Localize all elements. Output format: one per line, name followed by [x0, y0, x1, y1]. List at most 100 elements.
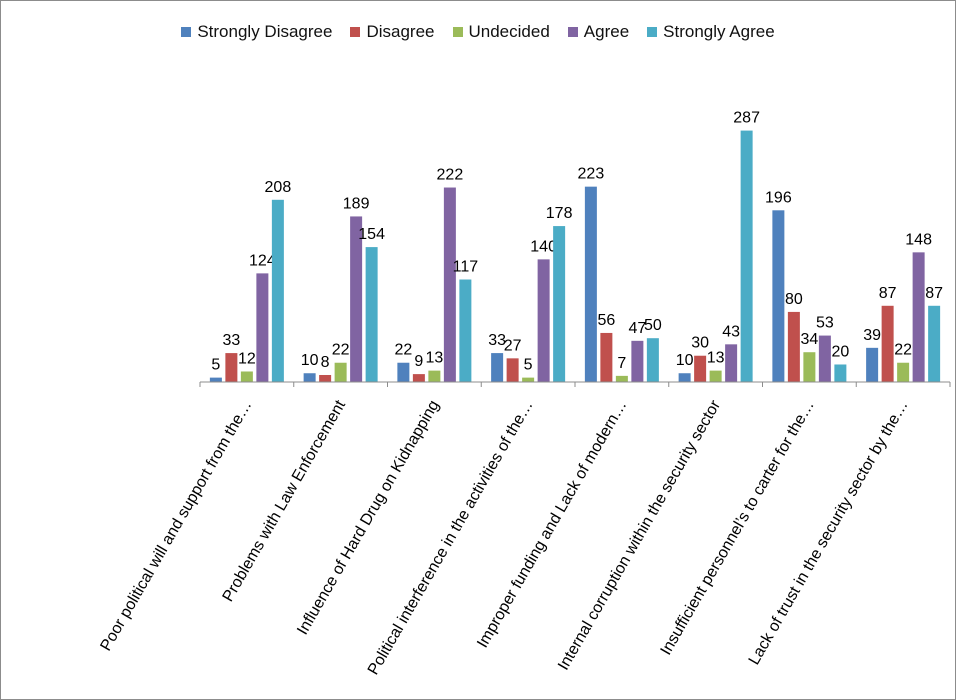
bar	[443, 187, 456, 382]
legend: Strongly Disagree Disagree Undecided Agr…	[0, 22, 956, 42]
x-tick-label: Lack of trust in the security sector by …	[746, 398, 912, 668]
bar	[491, 353, 504, 382]
legend-label: Strongly Disagree	[197, 22, 333, 41]
data-label: 22	[332, 342, 350, 359]
data-label: 33	[222, 332, 240, 349]
bar	[522, 377, 535, 382]
bar	[897, 362, 910, 382]
data-label: 30	[691, 335, 709, 352]
bar	[881, 305, 894, 382]
data-label: 5	[524, 357, 533, 374]
bar	[537, 259, 550, 382]
bar	[772, 210, 785, 382]
legend-item-strongly-agree: Strongly Agree	[647, 22, 775, 42]
x-tick-label: Political interference in the activities…	[365, 398, 537, 678]
legend-swatch	[567, 27, 578, 37]
x-tick-label: Internal corruption within the security …	[555, 397, 724, 673]
data-label: 148	[905, 231, 932, 248]
data-label: 10	[301, 352, 319, 369]
bar	[256, 273, 269, 382]
data-label: 87	[925, 285, 943, 302]
bar	[646, 338, 659, 382]
legend-item-strongly-disagree: Strongly Disagree	[181, 22, 332, 42]
bar	[334, 362, 347, 382]
bar	[678, 373, 691, 382]
legend-label: Strongly Agree	[663, 22, 775, 41]
data-label: 34	[800, 331, 818, 348]
bar	[412, 374, 425, 382]
data-label: 12	[238, 350, 256, 367]
bar	[725, 344, 738, 382]
legend-label: Undecided	[468, 22, 550, 41]
data-label: 222	[437, 167, 464, 184]
bar	[834, 364, 847, 382]
bar	[694, 355, 707, 382]
bar	[866, 347, 879, 382]
data-label: 47	[628, 320, 646, 337]
data-label: 22	[894, 342, 912, 359]
bar	[240, 371, 253, 382]
data-label: 196	[765, 189, 792, 206]
bar	[912, 252, 925, 382]
data-label: 33	[488, 332, 506, 349]
bar	[553, 226, 566, 382]
data-label: 39	[863, 327, 881, 344]
data-label: 27	[504, 337, 522, 354]
bar	[397, 362, 410, 382]
data-label: 287	[733, 110, 760, 127]
bar	[818, 335, 831, 382]
legend-item-agree: Agree	[567, 22, 629, 42]
data-label: 80	[785, 291, 803, 308]
data-label: 8	[321, 354, 330, 371]
legend-swatch	[350, 27, 361, 37]
x-tick-label: Insufficient personnel’s to carter for t…	[658, 398, 818, 659]
bar	[209, 377, 222, 382]
data-label: 13	[425, 350, 443, 367]
data-label: 50	[644, 317, 662, 334]
bar	[709, 370, 722, 382]
data-label: 117	[453, 259, 479, 276]
bar	[803, 352, 816, 382]
x-tick-label: Improper funding and Lack of modern…	[474, 398, 630, 651]
data-label: 223	[578, 166, 605, 183]
bar	[506, 358, 519, 382]
data-label: 43	[722, 323, 740, 340]
bar	[428, 370, 441, 382]
bar	[787, 311, 800, 382]
data-label: 13	[707, 350, 725, 367]
bar	[303, 373, 316, 382]
data-label: 124	[249, 252, 276, 269]
data-label: 10	[676, 352, 694, 369]
legend-swatch	[181, 27, 192, 37]
data-label: 189	[343, 195, 370, 212]
legend-item-disagree: Disagree	[350, 22, 435, 42]
bar	[271, 199, 284, 382]
bar	[350, 216, 363, 382]
bar	[459, 279, 472, 382]
bar	[584, 186, 597, 382]
data-label: 178	[546, 205, 573, 222]
data-label: 53	[816, 315, 834, 332]
data-label: 7	[617, 355, 626, 372]
x-tick-label: Poor political will and support from the…	[97, 398, 255, 654]
legend-swatch	[452, 27, 463, 37]
legend-item-undecided: Undecided	[452, 22, 550, 42]
bar	[740, 130, 753, 382]
data-label: 22	[394, 342, 412, 359]
bar	[928, 305, 941, 382]
bar	[365, 247, 378, 382]
data-label: 56	[597, 312, 615, 329]
data-label: 20	[831, 343, 849, 360]
data-label: 9	[414, 353, 423, 370]
bar	[600, 332, 613, 382]
bar	[225, 353, 238, 382]
data-label: 154	[358, 226, 385, 243]
bar	[615, 375, 628, 382]
legend-swatch	[647, 27, 658, 37]
data-label: 140	[530, 238, 557, 255]
data-label: 5	[211, 357, 220, 374]
data-label: 87	[879, 285, 897, 302]
legend-label: Disagree	[366, 22, 435, 41]
bar	[631, 340, 644, 382]
bar	[319, 374, 332, 382]
